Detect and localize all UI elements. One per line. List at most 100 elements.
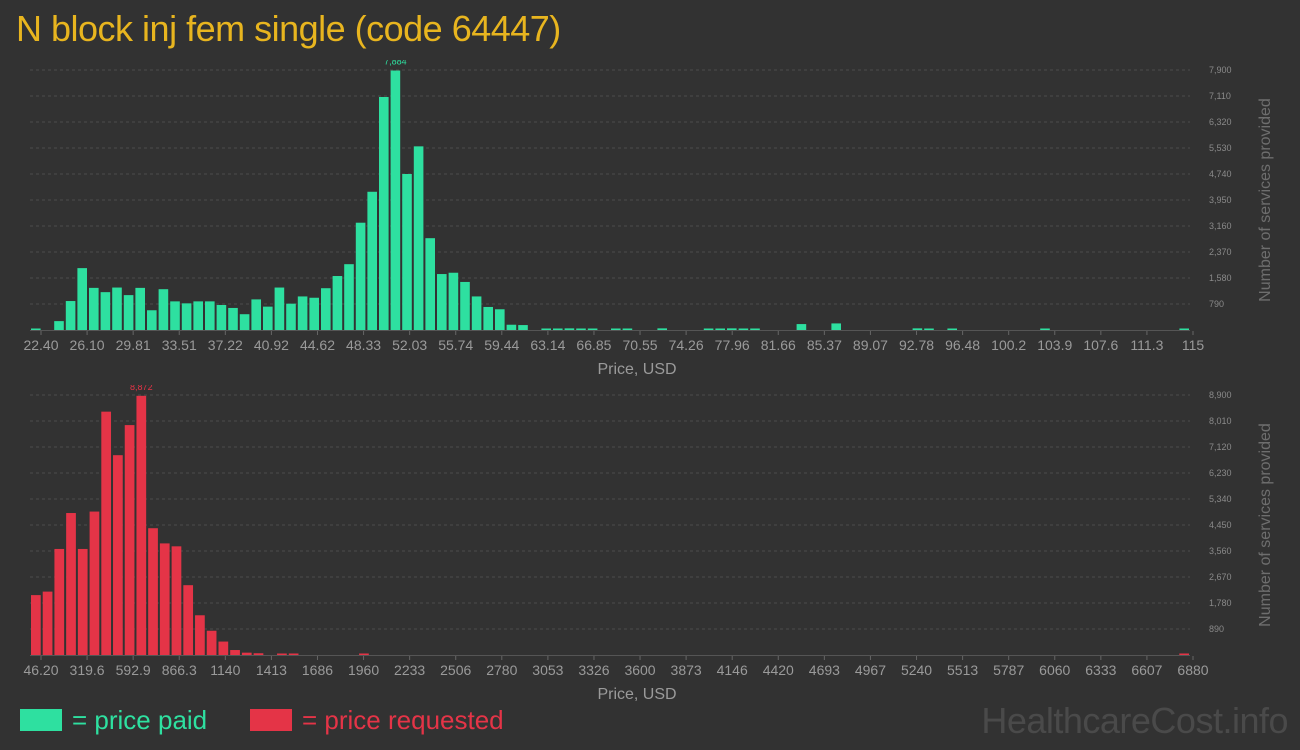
- x-tick-label: 1413: [256, 662, 287, 678]
- y-tick-label: 6,320: [1209, 117, 1232, 127]
- brand-watermark: HealthcareCost.info: [981, 700, 1288, 741]
- bar: [288, 653, 299, 655]
- x-tick-label: 37.22: [208, 337, 243, 353]
- x-tick-label: 66.85: [576, 337, 611, 353]
- bar: [170, 301, 180, 330]
- bar: [1179, 653, 1189, 655]
- peak-value-label: 8,872: [130, 385, 153, 392]
- price-requested-legend-label: = price requested: [302, 704, 504, 735]
- bar: [344, 264, 354, 330]
- bar: [390, 70, 401, 330]
- y-tick-label: 2,670: [1209, 572, 1232, 582]
- x-tick-label: 70.55: [623, 337, 658, 353]
- x-tick-label: 592.9: [116, 662, 151, 678]
- x-tick-label: 107.6: [1083, 337, 1118, 353]
- bar: [611, 328, 621, 330]
- bar: [216, 304, 227, 330]
- bar: [564, 328, 575, 330]
- price-paid-chart: 790 1,580 2,370 3,160 3,950 4,740 5,530 6,320 7,…: [23, 60, 1274, 378]
- x-tick-label: 96.48: [945, 337, 980, 353]
- y-tick-label: 2,370: [1209, 247, 1232, 257]
- x-tick-label: 103.9: [1037, 337, 1072, 353]
- bar: [483, 306, 493, 330]
- x-tick-label: 6880: [1177, 662, 1208, 678]
- x-tick-label: 81.66: [761, 337, 796, 353]
- x-tick-label: 111.3: [1130, 337, 1163, 353]
- bar: [1040, 328, 1050, 330]
- bar: [402, 174, 412, 330]
- x-tick-label: 115: [1182, 337, 1205, 353]
- x-tick-label: 89.07: [853, 337, 888, 353]
- y-tick-label: 7,110: [1209, 91, 1231, 101]
- bar: [218, 641, 229, 655]
- bar: [206, 630, 217, 655]
- x-tick-label: 92.78: [899, 337, 934, 353]
- x-tick-label: 44.62: [300, 337, 335, 353]
- bar: [657, 328, 667, 330]
- bar: [332, 276, 343, 330]
- y-tick-label: 890: [1209, 624, 1224, 634]
- y-axis-title: Number of services provided: [1257, 98, 1274, 302]
- x-tick-label: 1686: [302, 662, 333, 678]
- bar: [587, 328, 598, 330]
- x-tick-label: 5787: [993, 662, 1024, 678]
- bar: [183, 585, 194, 655]
- x-tick-label: 4420: [763, 662, 794, 678]
- bar: [147, 310, 157, 330]
- bar: [413, 146, 424, 330]
- y-tick-label: 6,230: [1209, 468, 1232, 478]
- x-tick-label: 74.26: [669, 337, 704, 353]
- bar: [355, 222, 366, 330]
- bar: [796, 324, 807, 330]
- y-tick-label: 3,560: [1209, 546, 1232, 556]
- bar: [437, 274, 447, 330]
- bar: [750, 328, 760, 330]
- y-tick-label: 8,010: [1209, 416, 1232, 426]
- x-axis-title: Price, USD: [597, 686, 676, 703]
- bar: [124, 425, 135, 655]
- x-tick-label: 1140: [210, 662, 240, 678]
- peak-value-label: 7,884: [384, 60, 407, 67]
- bar: [253, 653, 264, 655]
- bar: [101, 411, 112, 655]
- y-tick-label: 8,900: [1209, 390, 1232, 400]
- bar: [89, 511, 100, 655]
- bar: [42, 591, 53, 655]
- x-tick-label: 100.2: [991, 337, 1026, 353]
- y-tick-label: 790: [1209, 299, 1224, 309]
- bar: [148, 528, 158, 655]
- x-tick-label: 46.20: [23, 662, 58, 678]
- bar: [239, 314, 250, 330]
- bar: [541, 328, 551, 330]
- bar: [425, 238, 435, 330]
- bar: [703, 328, 714, 330]
- y-tick-label: 4,740: [1209, 169, 1232, 179]
- price-requested-chart: 890 1,780 2,670 3,560 4,450 5,340 6,230 7,120 8,…: [23, 385, 1274, 703]
- bar: [924, 328, 934, 330]
- bar: [715, 328, 725, 330]
- price-paid-legend-label: = price paid: [72, 704, 208, 735]
- x-tick-label: 33.51: [162, 337, 197, 353]
- x-tick-label: 55.74: [438, 337, 473, 353]
- x-tick-label: 6060: [1039, 662, 1070, 678]
- x-tick-label: 4967: [855, 662, 886, 678]
- bar: [359, 653, 369, 655]
- price-paid-swatch: [20, 709, 62, 731]
- x-tick-label: 52.03: [392, 337, 427, 353]
- x-tick-label: 2780: [486, 662, 517, 678]
- x-tick-label: 59.44: [484, 337, 519, 353]
- x-tick-label: 4146: [717, 662, 748, 678]
- bar: [31, 328, 41, 330]
- bar: [112, 287, 122, 330]
- bar: [321, 288, 331, 330]
- x-tick-label: 3326: [578, 662, 609, 678]
- x-tick-label: 6607: [1131, 662, 1162, 678]
- bar: [195, 615, 205, 655]
- y-tick-label: 4,450: [1209, 520, 1232, 530]
- x-tick-label: 3873: [671, 662, 702, 678]
- bar: [171, 546, 182, 655]
- bar: [297, 296, 308, 330]
- bar: [54, 548, 65, 655]
- x-tick-label: 85.37: [807, 337, 842, 353]
- price-requested-swatch: [250, 709, 292, 731]
